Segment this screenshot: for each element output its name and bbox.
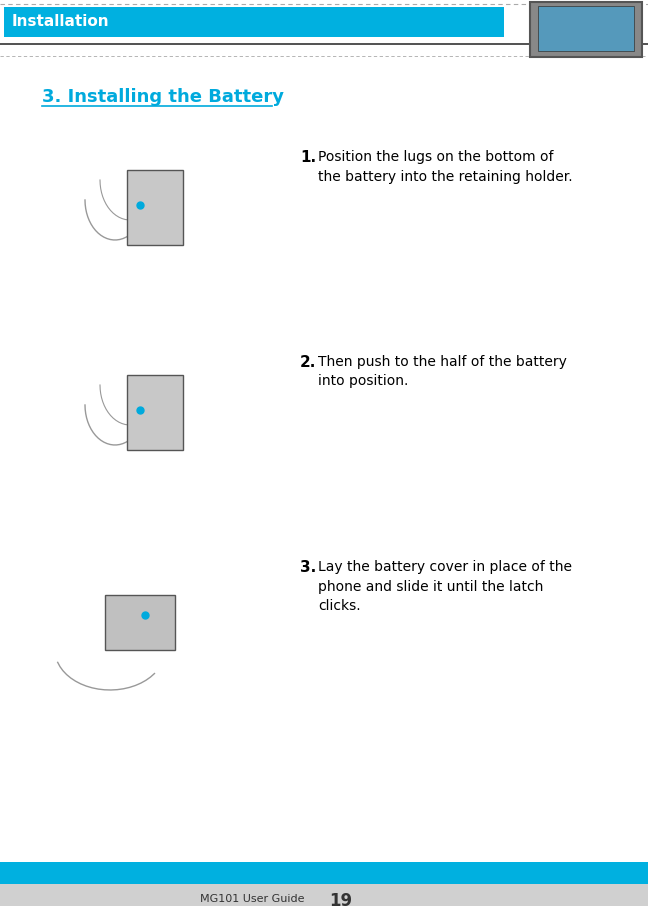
Text: 3. Installing the Battery: 3. Installing the Battery [42, 88, 284, 106]
Text: 1.: 1. [300, 150, 316, 165]
Bar [0, 884, 648, 906]
Text: Then push to the half of the battery
into position.: Then push to the half of the battery int… [318, 355, 567, 389]
Bar [530, 2, 642, 57]
Bar [0, 862, 648, 884]
Text: 2.: 2. [300, 355, 316, 370]
Text: MG101 User Guide: MG101 User Guide [200, 894, 304, 904]
Bar [127, 375, 183, 450]
Text: 19: 19 [329, 892, 352, 906]
Text: Lay the battery cover in place of the
phone and slide it until the latch
clicks.: Lay the battery cover in place of the ph… [318, 560, 572, 613]
Text: 3.: 3. [300, 560, 316, 575]
Bar [4, 7, 504, 37]
Bar [127, 170, 183, 245]
Text: Position the lugs on the bottom of
the battery into the retaining holder.: Position the lugs on the bottom of the b… [318, 150, 573, 184]
Text: Installation: Installation [12, 14, 110, 30]
Bar [538, 6, 634, 51]
Bar [105, 595, 175, 650]
